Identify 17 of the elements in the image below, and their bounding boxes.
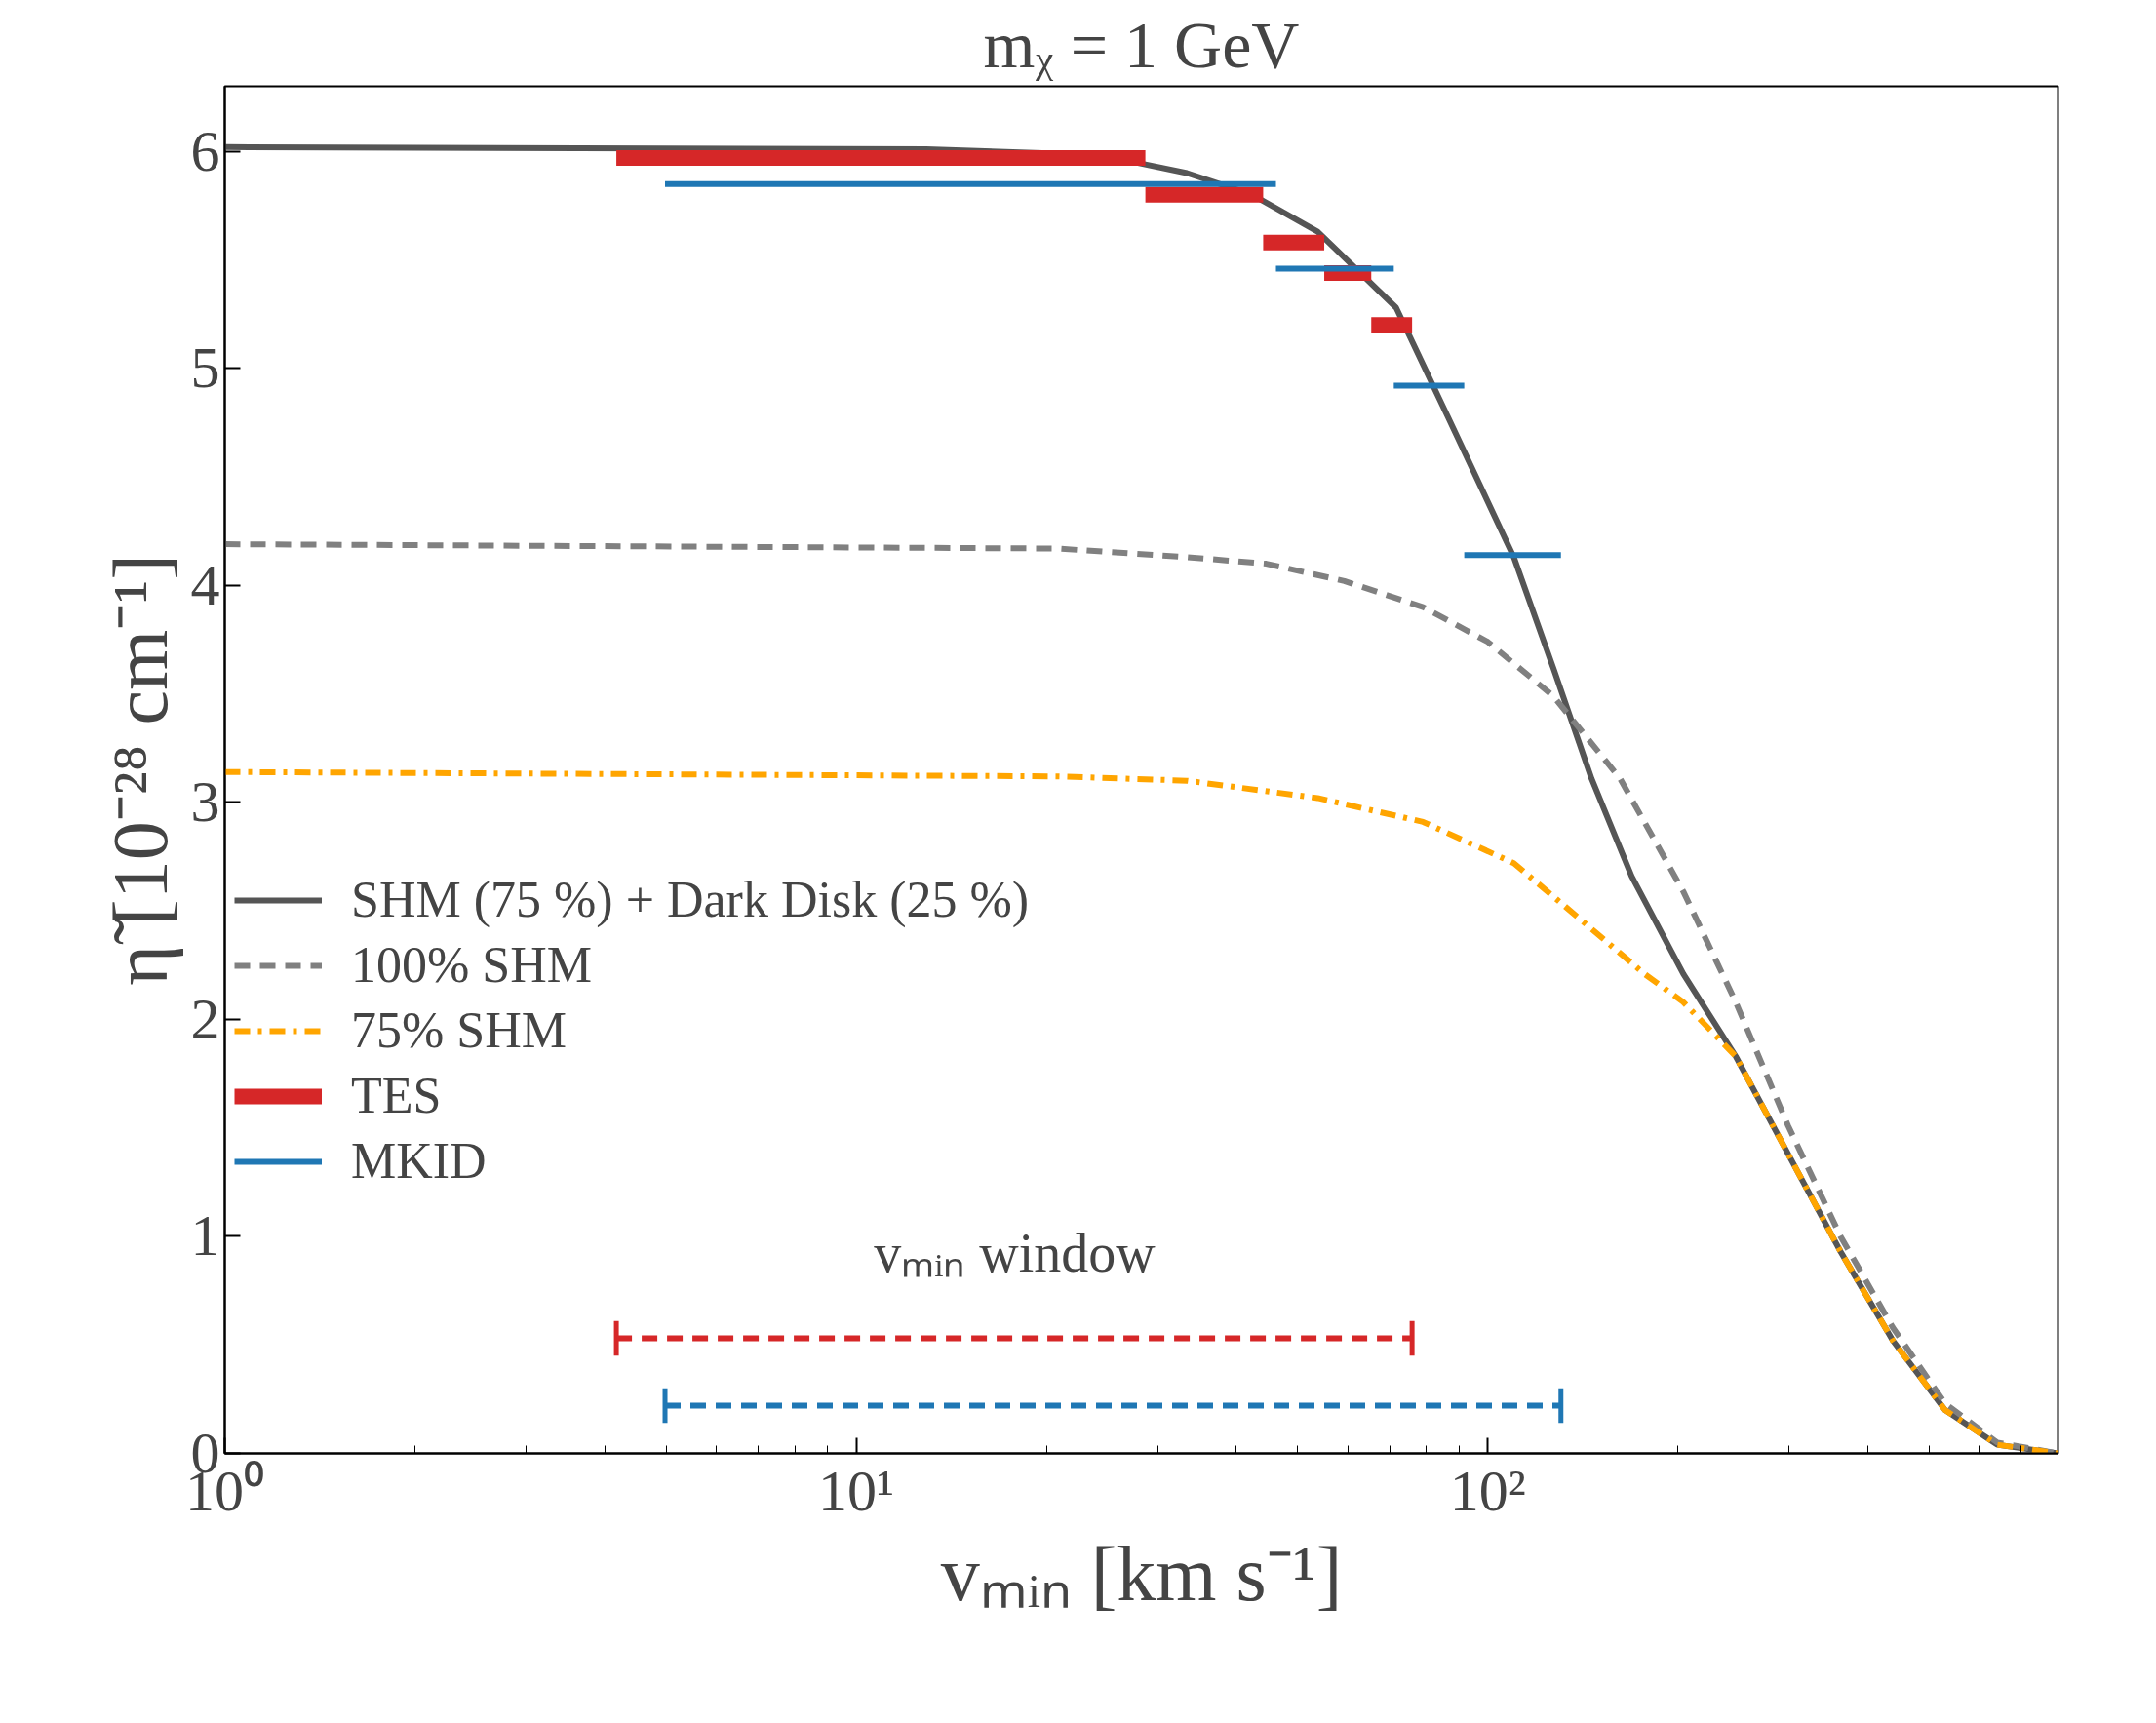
y-tick-label: 5 [190,335,220,401]
y-axis-title: η̃ [10⁻²⁸ cm⁻¹] [97,554,183,986]
legend-label: 100% SHM [351,936,593,994]
legend-label: SHM (75 %) + Dark Disk (25 %) [351,871,1030,928]
x-axis-title: vₘᵢₙ [km s⁻¹] [940,1530,1343,1617]
y-tick-label: 1 [190,1203,220,1269]
y-tick-label: 6 [190,118,220,183]
y-tick-label: 3 [190,769,220,835]
y-tick-label: 4 [190,552,220,617]
x-tick-label: 10¹ [818,1458,895,1523]
legend-label: MKID [351,1132,487,1190]
legend-label: TES [351,1067,442,1124]
y-tick-label: 2 [190,986,220,1051]
chart-title: mᵪ = 1 GeV [983,7,1300,82]
legend-label: 75% SHM [351,1001,568,1059]
x-tick-label: 10² [1449,1458,1526,1523]
annotation: vₘᵢₙ window [874,1222,1156,1283]
